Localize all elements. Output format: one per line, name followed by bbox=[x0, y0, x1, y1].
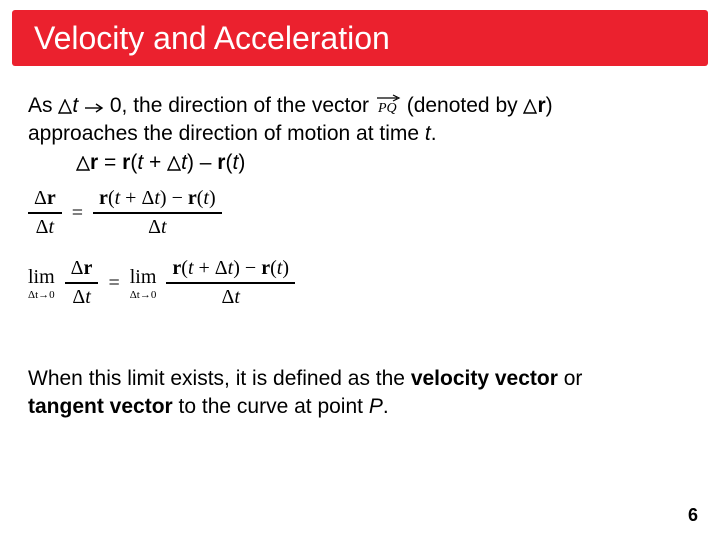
eq-equals: = bbox=[72, 202, 83, 225]
closing-or: or bbox=[558, 367, 583, 390]
arrow-right-icon bbox=[84, 102, 104, 114]
eq-open: ( bbox=[181, 257, 188, 279]
eq-close: ) bbox=[209, 187, 216, 209]
eq-lhs-r: r bbox=[90, 151, 98, 174]
title-bar: Velocity and Acceleration bbox=[12, 10, 708, 66]
delta-icon bbox=[523, 99, 537, 114]
eq-equals: = bbox=[108, 272, 119, 295]
text-close-paren: ) bbox=[546, 94, 553, 117]
text-delta-r-var: r bbox=[537, 94, 545, 117]
lim-subscript: Δt→0 bbox=[130, 289, 157, 301]
delta-icon: Δ bbox=[148, 216, 161, 238]
delta-icon: Δ bbox=[36, 216, 49, 238]
closing-paragraph: When this limit exists, it is defined as… bbox=[28, 365, 692, 393]
eq-r: r bbox=[261, 257, 270, 279]
eq-r: r bbox=[99, 187, 108, 209]
closing-point-p: P bbox=[369, 395, 383, 418]
lim-text: lim bbox=[130, 266, 157, 289]
equation-delta-r: r = r(t + t) – r(t) bbox=[76, 149, 692, 177]
vector-pq-icon: PQ bbox=[375, 94, 401, 114]
paragraph-line-1: As t 0, the direction of the vector PQ (… bbox=[28, 92, 692, 120]
eq-close: ) bbox=[233, 257, 240, 279]
frac-rhs: r(t + Δt) − r(t) Δt bbox=[166, 257, 295, 309]
page-number: 6 bbox=[688, 505, 698, 526]
lim-subscript: Δt→0 bbox=[28, 289, 55, 301]
eq-close: ) bbox=[160, 187, 167, 209]
closing-paragraph-2: tangent vector to the curve at point P. bbox=[28, 393, 692, 421]
slide: Velocity and Acceleration As t 0, the di… bbox=[0, 0, 720, 540]
eq-close-minus: ) – bbox=[187, 151, 217, 174]
delta-icon: Δ bbox=[34, 187, 47, 209]
text-denoted-by: (denoted by bbox=[407, 94, 524, 117]
delta-icon bbox=[58, 99, 72, 114]
equation-fraction-1: Δr Δt = r(t + Δt) − r(t) Δt bbox=[28, 187, 692, 239]
eq-minus: − bbox=[167, 187, 188, 209]
eq-close2: ) bbox=[238, 151, 245, 174]
eq-t: t bbox=[234, 286, 240, 308]
eq-t: t bbox=[161, 216, 167, 238]
eq-r: r bbox=[188, 187, 197, 209]
text-delta-t-var: t bbox=[72, 94, 78, 117]
eq-open: ( bbox=[270, 257, 277, 279]
delta-icon bbox=[76, 156, 90, 171]
eq-t: t bbox=[85, 286, 91, 308]
svg-text:PQ: PQ bbox=[377, 101, 397, 114]
text-approaches: approaches the direction of motion at ti… bbox=[28, 122, 425, 145]
text-as: As bbox=[28, 94, 58, 117]
eq-open: ( bbox=[108, 187, 115, 209]
eq-plus: + bbox=[143, 151, 167, 174]
frac-lhs: Δr Δt bbox=[28, 187, 62, 239]
lim-text: lim bbox=[28, 266, 55, 289]
body-text: As t 0, the direction of the vector PQ (… bbox=[28, 92, 692, 422]
lim-operator: lim Δt→0 bbox=[130, 266, 157, 301]
lim-operator: lim Δt→0 bbox=[28, 266, 55, 301]
text-zero-direction: 0, the direction of the vector bbox=[104, 94, 375, 117]
closing-1: When this limit exists, it is defined as… bbox=[28, 367, 411, 390]
delta-icon: Δ bbox=[141, 187, 154, 209]
eq-plus: + bbox=[120, 187, 141, 209]
eq-t: t bbox=[49, 216, 55, 238]
closing-tangent-vector: tangent vector bbox=[28, 395, 173, 418]
paragraph-line-2: approaches the direction of motion at ti… bbox=[28, 120, 692, 148]
delta-icon: Δ bbox=[221, 286, 234, 308]
delta-icon: Δ bbox=[71, 257, 84, 279]
eq-r: r bbox=[84, 257, 93, 279]
delta-icon: Δ bbox=[72, 286, 85, 308]
text-period: . bbox=[431, 122, 437, 145]
closing-period: . bbox=[383, 395, 389, 418]
closing-to-curve: to the curve at point bbox=[173, 395, 369, 418]
eq-r: r bbox=[47, 187, 56, 209]
eq-equals: = bbox=[98, 151, 122, 174]
page-number-value: 6 bbox=[688, 505, 698, 525]
delta-icon: Δ bbox=[215, 257, 228, 279]
frac-lhs: Δr Δt bbox=[65, 257, 99, 309]
equation-limit: lim Δt→0 Δr Δt = lim Δt→0 r(t + Δt) − r(… bbox=[28, 257, 692, 309]
eq-close: ) bbox=[282, 257, 289, 279]
slide-title: Velocity and Acceleration bbox=[34, 20, 390, 57]
frac-rhs: r(t + Δt) − r(t) Δt bbox=[93, 187, 222, 239]
closing-velocity-vector: velocity vector bbox=[411, 367, 558, 390]
eq-minus: − bbox=[240, 257, 261, 279]
eq-plus: + bbox=[194, 257, 215, 279]
eq-r: r bbox=[172, 257, 181, 279]
delta-icon bbox=[167, 156, 181, 171]
